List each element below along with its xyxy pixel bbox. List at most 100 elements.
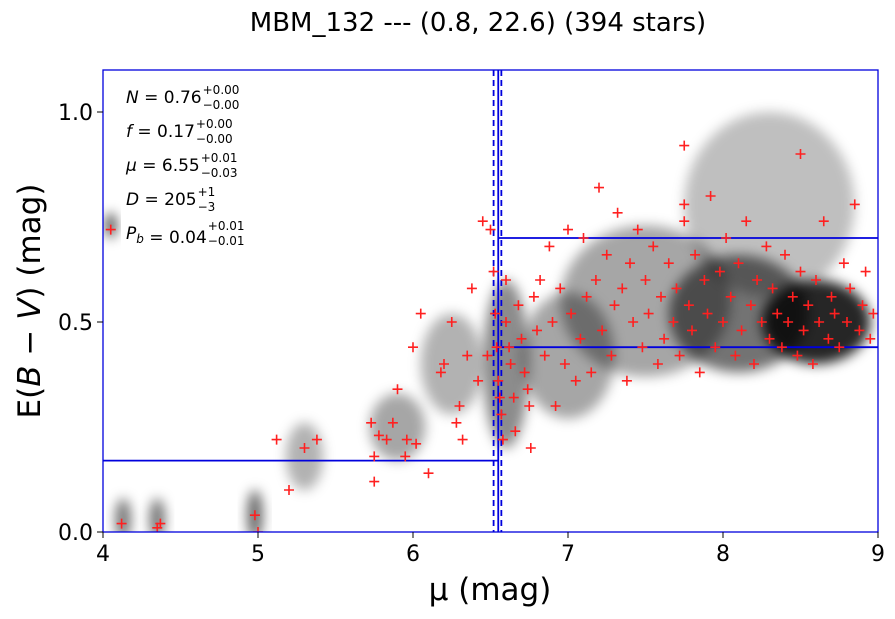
- star-point: [637, 342, 648, 353]
- star-point: [411, 438, 422, 449]
- star-point: [683, 300, 694, 311]
- star-point: [491, 342, 502, 353]
- star-point: [488, 266, 499, 277]
- plot-frame: [102, 69, 879, 533]
- star-point: [570, 375, 581, 386]
- annotation-upper-error: +0.01: [208, 219, 245, 233]
- density-blob: [285, 422, 324, 490]
- star-point: [400, 451, 411, 462]
- star-point: [590, 275, 601, 285]
- star-point: [868, 308, 878, 319]
- star-point: [539, 350, 550, 361]
- star-point: [366, 417, 377, 428]
- star-point: [547, 317, 558, 327]
- star-point: [439, 359, 449, 369]
- star-point: [505, 359, 516, 369]
- annotation-upper-error: +0.01: [201, 151, 238, 165]
- star-point: [508, 392, 519, 403]
- chart-title: MBM_132 --- (0.8, 22.6) (394 stars): [250, 8, 706, 38]
- star-point: [807, 359, 818, 369]
- star-point: [829, 308, 840, 319]
- star-point: [783, 317, 794, 327]
- x-axis-ticks: 4 5 6 7 8 9: [96, 532, 885, 567]
- star-point: [694, 367, 705, 378]
- y-tick-label: 0.5: [58, 311, 93, 336]
- star-point: [640, 275, 651, 285]
- star-point: [849, 199, 860, 210]
- star-point: [524, 401, 535, 411]
- star-point: [652, 359, 663, 369]
- annotation-upper-error: +0.00: [196, 117, 233, 131]
- fit-annotation: μ = 6.55: [125, 156, 200, 176]
- star-point: [823, 333, 834, 344]
- annotation-upper-error: +0.00: [203, 83, 240, 97]
- star-point: [522, 384, 533, 395]
- star-point: [721, 233, 732, 243]
- star-point: [687, 325, 697, 336]
- star-point: [454, 401, 465, 411]
- star-point: [496, 409, 507, 420]
- star-point: [446, 317, 457, 327]
- star-point: [761, 241, 772, 252]
- star-point: [628, 317, 639, 327]
- star-point: [838, 258, 849, 269]
- star-point: [473, 375, 484, 386]
- fit-annotations: N = 0.76 +0.00−0.00f = 0.17 +0.00−0.00μ = …: [125, 83, 245, 248]
- star-point: [284, 485, 294, 495]
- star-point: [730, 350, 741, 361]
- density-blob: [369, 393, 426, 461]
- star-point: [535, 275, 546, 285]
- star-point: [501, 317, 511, 327]
- star-point: [865, 333, 876, 344]
- x-tick-label: 8: [716, 542, 730, 567]
- star-point: [752, 275, 763, 285]
- annotation-lower-error: −0.00: [203, 98, 240, 112]
- star-point: [369, 476, 380, 487]
- star-point: [648, 241, 659, 252]
- star-point: [854, 325, 865, 336]
- star-point: [767, 283, 778, 294]
- star-point: [482, 350, 493, 361]
- annotation-lower-error: −3: [198, 200, 216, 214]
- star-point: [733, 258, 744, 269]
- x-tick-label: 9: [871, 542, 885, 567]
- star-point: [501, 275, 511, 285]
- star-point: [466, 283, 477, 294]
- star-point: [415, 308, 426, 319]
- fit-annotation: f = 0.17: [126, 122, 195, 142]
- star-point: [674, 350, 685, 361]
- density-blob: [115, 498, 131, 532]
- star-point: [811, 275, 821, 285]
- y-tick-label: 1.0: [58, 101, 93, 126]
- star-point: [625, 258, 635, 269]
- star-point: [710, 342, 721, 353]
- annotation-lower-error: −0.01: [208, 234, 245, 248]
- star-point: [525, 443, 536, 453]
- star-point: [818, 216, 829, 227]
- star-point: [656, 291, 666, 302]
- star-point: [519, 367, 530, 378]
- star-point: [679, 199, 690, 210]
- star-point: [857, 300, 868, 311]
- star-point: [714, 266, 725, 277]
- annotation-lower-error: −0.03: [201, 166, 238, 180]
- star-point: [679, 140, 690, 151]
- star-point: [663, 258, 674, 269]
- x-tick-label: 5: [251, 542, 265, 567]
- star-point: [566, 308, 577, 319]
- star-point: [513, 300, 524, 311]
- star-point: [780, 249, 790, 260]
- star-point: [718, 317, 728, 327]
- star-point: [702, 308, 713, 319]
- star-point: [485, 224, 496, 235]
- star-point: [725, 291, 736, 302]
- star-point: [671, 283, 682, 294]
- star-point: [528, 291, 539, 302]
- data-points: [105, 140, 878, 532]
- star-point: [155, 518, 166, 529]
- star-point: [550, 401, 561, 411]
- star-point: [601, 249, 612, 260]
- density-blob: [684, 111, 855, 297]
- star-point: [772, 308, 783, 319]
